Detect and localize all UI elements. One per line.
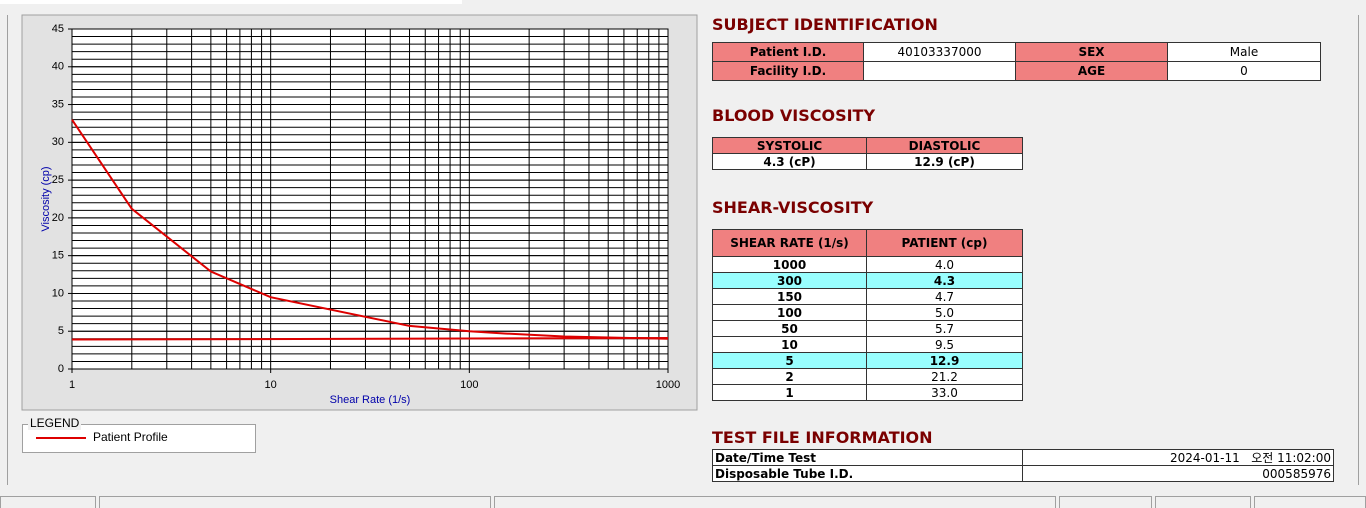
table-cell: 1 bbox=[712, 384, 867, 401]
column-header: SYSTOLIC bbox=[712, 137, 867, 154]
table-cell: 33.0 bbox=[866, 384, 1023, 401]
table-cell: 10 bbox=[712, 336, 867, 353]
table-cell: 5.0 bbox=[866, 304, 1023, 321]
status-segment bbox=[1254, 496, 1366, 508]
status-segment bbox=[99, 496, 491, 508]
table-cell: 21.2 bbox=[866, 368, 1023, 385]
column-header: PATIENT (cp) bbox=[866, 229, 1023, 257]
series-line bbox=[71, 337, 669, 341]
table-cell: 4.7 bbox=[866, 288, 1023, 305]
field-value: Male bbox=[1167, 42, 1321, 62]
y-tick-label: 35 bbox=[52, 98, 64, 110]
right-panel-edge bbox=[1358, 15, 1359, 485]
field-label: SEX bbox=[1015, 42, 1168, 62]
x-tick-label: 100 bbox=[460, 379, 478, 391]
y-tick-label: 20 bbox=[52, 212, 64, 224]
field-value: 000585976 bbox=[1022, 465, 1334, 482]
table-cell: 1000 bbox=[712, 256, 867, 273]
table-cell: 100 bbox=[712, 304, 867, 321]
field-label: Disposable Tube I.D. bbox=[712, 465, 1023, 482]
table-cell: 150 bbox=[712, 288, 867, 305]
y-tick-label: 15 bbox=[52, 250, 64, 262]
status-segment bbox=[494, 496, 1056, 508]
table-cell: 9.5 bbox=[866, 336, 1023, 353]
table-cell: 5 bbox=[712, 352, 867, 369]
column-header: DIASTOLIC bbox=[866, 137, 1023, 154]
cell-value: 12.9 (cP) bbox=[866, 153, 1023, 170]
field-label: Patient I.D. bbox=[712, 42, 864, 62]
plot-frame bbox=[71, 28, 669, 370]
table-cell: 2 bbox=[712, 368, 867, 385]
y-tick-label: 30 bbox=[52, 136, 64, 148]
y-tick-label: 10 bbox=[52, 287, 64, 299]
legend-swatch bbox=[36, 437, 86, 439]
table-cell: 4.0 bbox=[866, 256, 1023, 273]
chart: Shear Rate (1/s) Viscosity (cp) 0 5 10 15 20… bbox=[21, 14, 698, 411]
status-segment bbox=[1155, 496, 1251, 508]
y-tick-label: 25 bbox=[52, 174, 64, 186]
left-panel-edge bbox=[7, 15, 8, 485]
section-title: SUBJECT IDENTIFICATION bbox=[712, 15, 938, 34]
field-value bbox=[863, 61, 1016, 81]
x-tick-label: 10 bbox=[265, 379, 277, 391]
y-axis-title: Viscosity (cp) bbox=[40, 166, 52, 231]
status-segment bbox=[0, 496, 96, 508]
x-tick-label: 1 bbox=[69, 379, 75, 391]
legend-title: LEGEND bbox=[28, 416, 82, 430]
field-value: 2024-01-11 오전 11:02:00 bbox=[1022, 449, 1334, 466]
section-title: SHEAR-VISCOSITY bbox=[712, 198, 874, 217]
x-tick-label: 1000 bbox=[656, 379, 680, 391]
table-cell: 5.7 bbox=[866, 320, 1023, 337]
field-value: 0 bbox=[1167, 61, 1321, 81]
y-tick-label: 45 bbox=[52, 23, 64, 35]
plot-area bbox=[72, 29, 668, 369]
status-segment bbox=[1059, 496, 1152, 508]
field-value: 40103337000 bbox=[863, 42, 1016, 62]
table-cell: 12.9 bbox=[866, 352, 1023, 369]
x-axis-title: Shear Rate (1/s) bbox=[330, 394, 411, 406]
field-label: AGE bbox=[1015, 61, 1168, 81]
column-header: SHEAR RATE (1/s) bbox=[712, 229, 867, 257]
table-cell: 4.3 bbox=[866, 272, 1023, 289]
y-tick-label: 0 bbox=[58, 363, 64, 375]
y-tick-label: 40 bbox=[52, 61, 64, 73]
y-tick-label: 5 bbox=[58, 325, 64, 337]
table-cell: 300 bbox=[712, 272, 867, 289]
cell-value: 4.3 (cP) bbox=[712, 153, 867, 170]
field-label: Date/Time Test bbox=[712, 449, 1023, 466]
series-line bbox=[71, 119, 669, 340]
section-title: TEST FILE INFORMATION bbox=[712, 428, 933, 447]
section-title: BLOOD VISCOSITY bbox=[712, 106, 876, 125]
legend-label: Patient Profile bbox=[93, 430, 168, 444]
field-label: Facility I.D. bbox=[712, 61, 864, 81]
top-strip bbox=[0, 0, 462, 4]
table-cell: 50 bbox=[712, 320, 867, 337]
